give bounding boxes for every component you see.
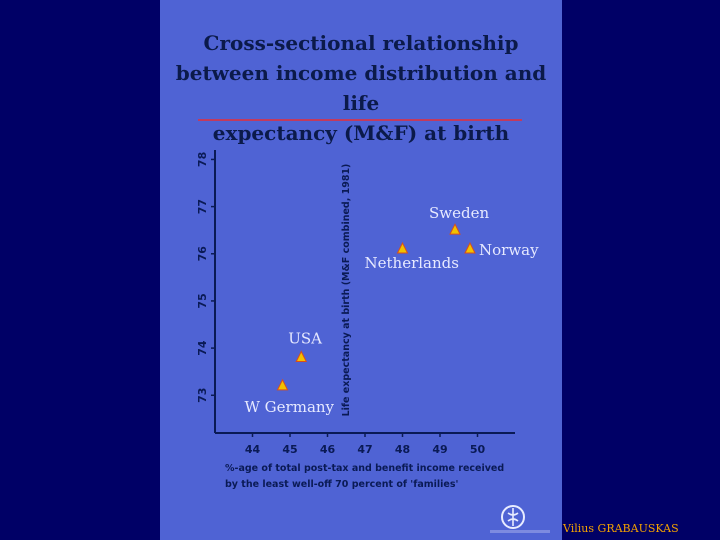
x-tick-label: 49 xyxy=(432,443,447,456)
chart-axes xyxy=(214,150,515,434)
scatter-chart: 44 45 46 47 48 49 50 73 74 75 76 77 78 W Germany USA N… xyxy=(196,150,540,490)
y-tick-label: 74 xyxy=(196,340,209,356)
chart-ticks: 44 45 46 47 48 49 50 73 74 75 76 77 78 xyxy=(196,152,485,456)
x-tick-label: 48 xyxy=(395,443,410,456)
data-point-marker xyxy=(464,241,476,254)
data-point-label: W Germany xyxy=(245,398,335,416)
data-point-label: Norway xyxy=(479,241,539,259)
author-credit: Vilius GRABAUSKAS xyxy=(563,522,679,535)
data-point-label: Sweden xyxy=(429,204,489,222)
data-point-label: Netherlands xyxy=(365,254,459,272)
slide-title: Cross-sectional relationship between inc… xyxy=(175,31,547,145)
slide-panel: Cross-sectional relationship between inc… xyxy=(160,0,562,540)
y-tick-label: 76 xyxy=(196,246,209,262)
y-tick-label: 73 xyxy=(196,388,209,403)
title-underline xyxy=(198,119,522,121)
x-axis-label-line-2: by the least well-off 70 percent of 'fam… xyxy=(225,479,458,490)
y-axis-label: Life expectancy at birth (M&F combined, … xyxy=(341,164,352,417)
data-point-marker xyxy=(396,241,409,254)
data-point-label: USA xyxy=(288,330,322,348)
y-tick-label: 75 xyxy=(196,293,209,308)
x-tick-label: 50 xyxy=(470,443,486,456)
data-point-marker xyxy=(276,378,289,391)
chart-points: W Germany USA Netherlands Sweden Norway xyxy=(245,204,540,416)
x-tick-label: 46 xyxy=(320,443,336,456)
y-tick-label: 77 xyxy=(196,199,209,214)
data-point-marker xyxy=(449,223,461,235)
who-emblem-icon xyxy=(501,505,525,529)
data-point-marker xyxy=(295,350,308,363)
x-tick-label: 47 xyxy=(357,443,372,456)
x-axis-label-line-1: %-age of total post-tax and benefit inco… xyxy=(225,463,504,474)
x-tick-label: 45 xyxy=(282,443,297,456)
logo-caption-bar xyxy=(490,530,550,533)
x-tick-label: 44 xyxy=(245,443,261,456)
y-tick-label: 78 xyxy=(196,152,209,167)
